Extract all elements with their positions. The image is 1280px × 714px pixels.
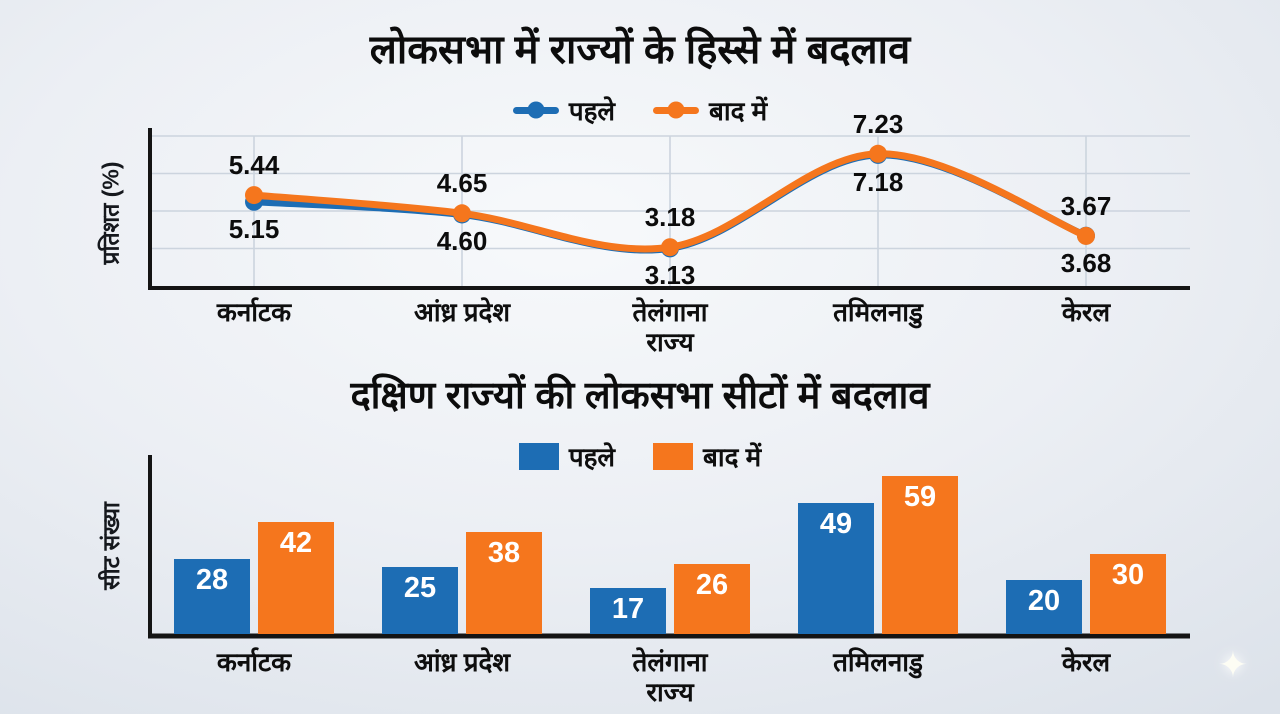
line-category-label: आंध्र प्रदेश [413,297,511,327]
bar-value: 49 [819,507,853,540]
legend-item-bar-before: पहले [518,438,616,474]
after-line-marker-icon [653,106,700,114]
point-label-after: 4.65 [436,168,488,199]
data-point-after [869,144,887,163]
point-label-after: 7.23 [852,108,904,139]
legend-item-before: पहले [512,92,616,128]
bar-value: 59 [903,481,937,514]
after-square-marker-icon [653,442,694,470]
line-category-label: तमिलनाडु [833,297,923,327]
bar-after: 38 [466,532,542,634]
line-chart-title: लोकसभा में राज्यों के हिस्से में बदलाव [369,28,911,72]
bar-value: 17 [611,593,645,626]
legend-label-after: बाद में [709,96,768,126]
point-label-before: 4.60 [436,226,488,257]
line-category-label: कर्नाटक [216,297,292,327]
before-line-marker-icon [512,106,559,114]
bar-category-label: तेलंगाना राज्य [632,647,708,707]
point-label-before: 3.13 [644,260,696,291]
before-square-marker-icon [518,442,559,470]
data-point-after [1077,226,1095,245]
bar-category-label: कर्नाटक [216,647,292,677]
bar-after: 59 [882,476,958,634]
data-point-after [661,238,679,257]
bar-before: 28 [174,559,250,634]
line-chart-ylabel: प्रतिशत (%) [84,138,136,288]
bar-value: 30 [1111,558,1145,591]
line-chart-ylabel-text: प्रतिशत (%) [98,161,125,265]
bar-value: 38 [487,537,521,570]
bar-chart-legend: पहले बाद में [0,438,1280,474]
legend-label-before: पहले [568,96,616,126]
bar-before: 20 [1006,580,1082,634]
bar-category-label: केरल [1061,647,1111,677]
legend-label-bar-before: पहले [568,442,616,472]
data-point-after [245,186,263,205]
bar-value: 25 [403,572,437,605]
bar-category-label: तमिलनाडु [833,647,923,677]
legend-item-after: बाद में [653,92,767,128]
point-label-after: 3.67 [1060,190,1112,221]
bar-after: 42 [258,521,334,634]
bar-category-label: आंध्र प्रदेश [413,647,511,677]
bar-chart-ylabel: सीट संख्या [84,468,136,623]
line-category-label: तेलंगाना राज्य [632,297,708,357]
point-label-before: 7.18 [852,166,904,197]
bar-before: 17 [590,588,666,634]
bar-after: 26 [674,564,750,634]
sparkle-icon: ✦ [1217,644,1248,685]
bar-before: 49 [798,502,874,634]
bar-value: 20 [1027,585,1061,618]
bar-chart-title: दक्षिण राज्यों की लोकसभा सीटों में बदलाव [350,375,930,417]
bar-before: 25 [382,567,458,634]
point-label-before: 5.15 [228,213,280,244]
bar-value: 26 [695,569,729,602]
point-label-before: 3.68 [1060,247,1112,278]
bar-value: 42 [279,526,313,559]
line-chart-legend: पहले बाद में [0,92,1280,128]
point-label-after: 5.44 [228,150,280,181]
legend-label-bar-after: बाद में [703,442,762,472]
line-category-label: केरल [1061,297,1111,327]
point-label-after: 3.18 [644,202,696,233]
bar-chart-ylabel-text: सीट संख्या [98,501,125,590]
bar-value: 28 [195,564,229,597]
legend-item-bar-after: बाद में [653,438,761,474]
bar-after: 30 [1090,553,1166,634]
data-point-after [453,204,471,223]
